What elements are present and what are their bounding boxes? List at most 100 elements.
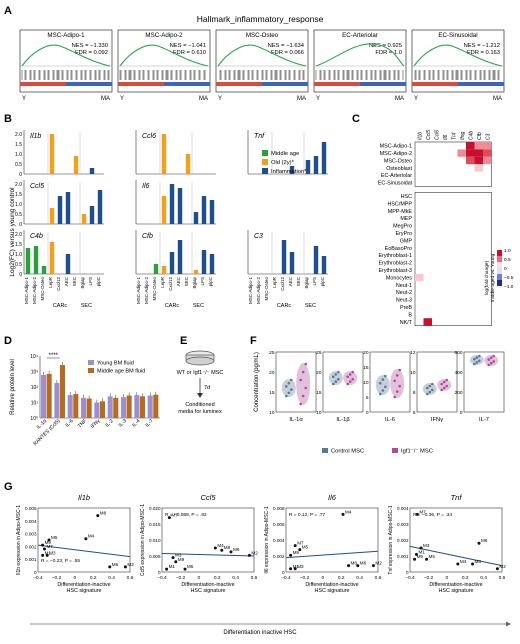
enrichment-curve [21, 44, 111, 67]
data-point [381, 378, 385, 381]
gsea-nes: NES = −1.212 [464, 43, 500, 49]
heatmap-row-label: MPP-MkE [388, 209, 413, 215]
x-tick-label: IL-3 [118, 418, 128, 428]
data-point [341, 512, 345, 516]
colorbar-segment [497, 256, 502, 262]
data-point [299, 378, 303, 382]
heatmap-cell [466, 156, 475, 165]
x-tick: 0.2 [214, 575, 221, 581]
bar [193, 212, 199, 224]
x-tick: 0.2 [338, 575, 345, 581]
y-tick: 0 [19, 172, 22, 178]
colorbar-tick: 1.0 [504, 248, 511, 254]
x-tick: −0.2 [300, 575, 310, 581]
bar [97, 190, 103, 224]
x-tick: 0.4 [232, 575, 239, 581]
violin [437, 379, 452, 391]
y-tick: 0 [366, 410, 369, 416]
point-label: M4 [217, 543, 224, 548]
x-tick: −0.4 [33, 575, 43, 581]
subplot-frame [463, 351, 505, 413]
point-label: M6 [112, 562, 119, 567]
heatmap-row-label: EC-Arteriolar [381, 173, 412, 179]
data-point [290, 388, 293, 391]
y-tick: 6 [413, 410, 416, 416]
heatmap-cell [474, 142, 483, 150]
enrichment-curve [119, 44, 209, 67]
left-end-label: Y [218, 96, 222, 102]
colorbar-tick: 0.5 [504, 257, 511, 263]
data-point [393, 395, 397, 399]
x-tick-label: IL-4 [131, 418, 141, 428]
gsea-title: Hallmark_inflammatory_response [197, 14, 324, 24]
point-label: M7 [419, 509, 426, 514]
point-label: M1 [169, 564, 176, 569]
heatmap-col-label: Il1b [417, 132, 423, 140]
legend-label: Young BM fluid [97, 361, 134, 367]
heatmap-cell [457, 149, 466, 157]
point-label: M3 [423, 543, 430, 548]
heatmap-row-label: MEP [400, 216, 412, 222]
x-tick-label: IFNγ [90, 418, 102, 430]
subplot-frame [369, 351, 411, 413]
gsea-subset-name: EC-Arteriolar [342, 32, 378, 39]
gene-title: Il1b [78, 493, 90, 502]
panel-letters: A B C D E F G [4, 5, 360, 493]
cytokine-label: IL-6 [385, 417, 395, 423]
panel-d-protein: 10⁰ 10¹ 10² 10³ 10⁴ Relative protein level IL-… [10, 353, 160, 447]
data-point [473, 362, 476, 366]
y-tick: 15 [363, 365, 369, 371]
x-tick-label: SEC [296, 276, 301, 286]
point-label: M7 [297, 541, 304, 546]
cytokine-label: IL-1α [289, 417, 303, 423]
y-tick: 0.008 [273, 506, 285, 511]
bar [73, 394, 79, 418]
y-tick: 10³ [31, 370, 39, 376]
x-tick: −0.2 [176, 575, 186, 581]
point-label: M9 [45, 540, 52, 545]
data-point [348, 380, 352, 383]
data-point [304, 362, 308, 366]
x-tick-label: LepR [160, 276, 165, 288]
bar [289, 166, 295, 174]
bar [25, 248, 31, 274]
point-label: M9 [178, 557, 185, 562]
data-point [332, 375, 335, 379]
heatmap-cell [474, 164, 483, 172]
colorbar-segment [497, 274, 502, 280]
x-tick-label: MSC-Adipo-1 [136, 277, 141, 305]
x-tick: 0.6 [499, 575, 506, 581]
x-tick-label: MSC-Adipo-1 [248, 277, 253, 305]
rank-bar-red [118, 82, 164, 86]
y-tick: 0 [158, 570, 161, 575]
x-tick-label: LPS [88, 277, 93, 286]
legend-swatch [88, 368, 94, 373]
bar [121, 397, 127, 418]
gsea-nes: NES = −1.634 [268, 43, 305, 49]
x-tick-label: TNF [77, 418, 88, 429]
bar [73, 156, 79, 174]
y-tick: 600 [454, 350, 462, 356]
y-tick: 1.5 [15, 242, 22, 248]
point-label: M5 [187, 564, 194, 569]
heatmap-col-label: C4b [468, 131, 474, 140]
data-point [475, 356, 479, 359]
panel-letter-a: A [4, 5, 12, 17]
panel-letter-g: G [4, 481, 13, 493]
gsea-fdr: FDR = 0.092 [75, 50, 108, 56]
bar [139, 396, 145, 418]
data-point [346, 375, 350, 379]
heatmap-row-label: Monocytes [386, 275, 412, 281]
panel-f-luminex: Concentration (pg/mL) 10 15 20 25 IL-1α 10 15 20… [254, 350, 505, 455]
subplot-frame [37, 507, 131, 573]
point-label: M5 [51, 535, 58, 540]
data-point [346, 382, 350, 386]
colorbar-tick: −0.5 [504, 275, 514, 281]
subplot-frame [416, 351, 458, 413]
x-label-2: HSC signature [314, 588, 349, 594]
x-label-1: Differentiation-inactive [181, 582, 234, 588]
x-tick-label: plpC [208, 276, 213, 286]
y-tick: 0.020 [149, 506, 161, 511]
x-tick: 0.4 [356, 575, 363, 581]
panel-c-heatmap: Il1b Ccl5 Ccl6 Il6 Tnf Ifng C4b Cfb C3 MSC-Adipo-… [378, 130, 514, 326]
